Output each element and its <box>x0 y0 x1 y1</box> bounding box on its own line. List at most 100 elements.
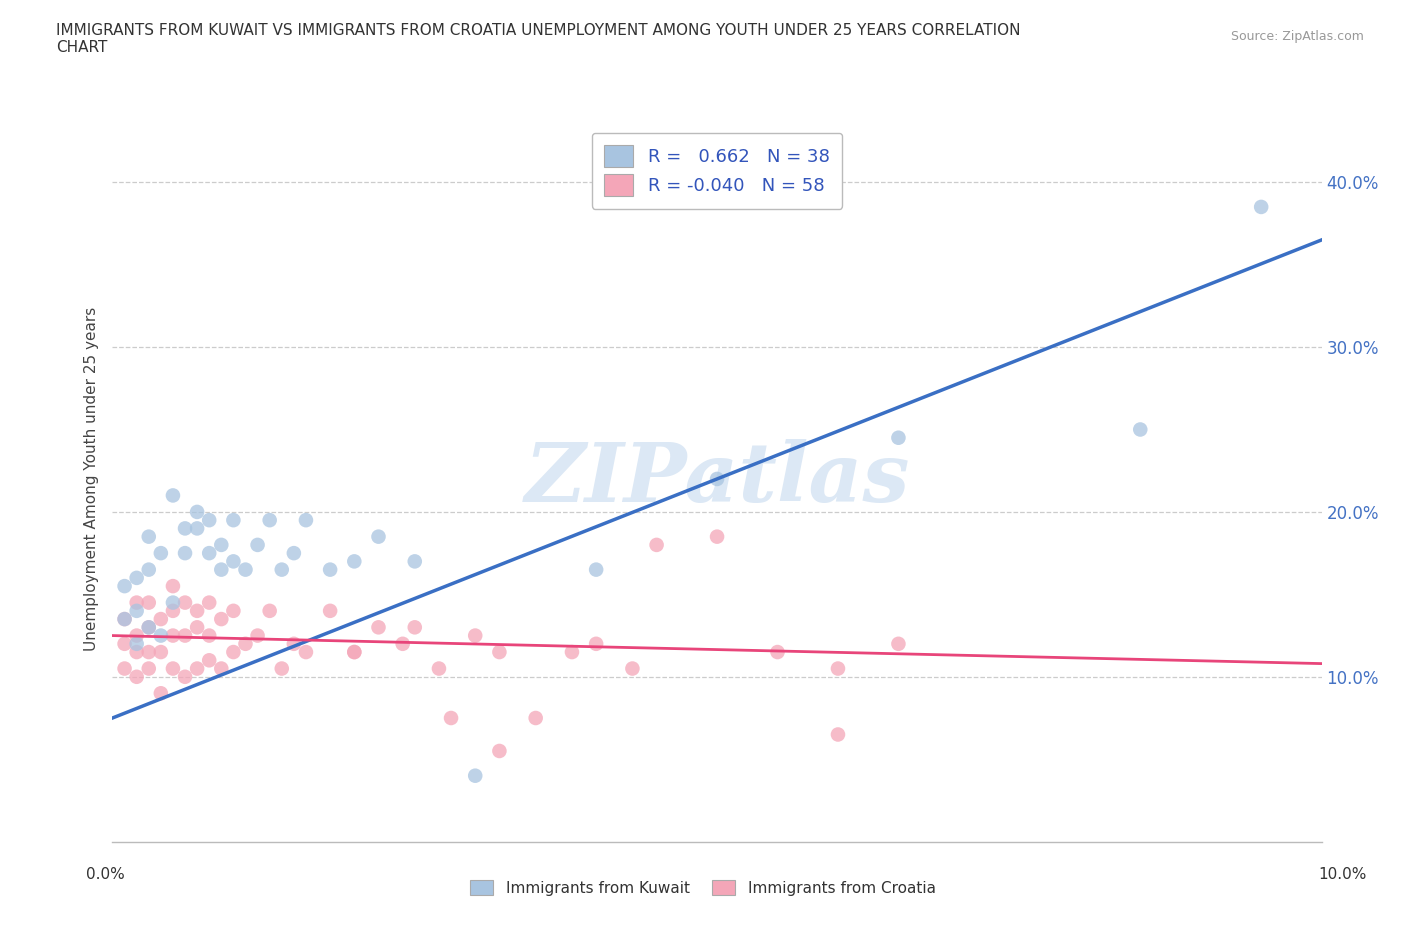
Point <box>114 612 136 627</box>
Point <box>222 604 245 618</box>
Point <box>524 711 547 725</box>
Point <box>162 488 184 503</box>
Point <box>343 644 366 659</box>
Legend: R =   0.662   N = 38, R = -0.040   N = 58: R = 0.662 N = 38, R = -0.040 N = 58 <box>592 133 842 209</box>
Point <box>125 595 148 610</box>
Point <box>114 661 136 676</box>
Point <box>186 661 208 676</box>
Point <box>827 661 849 676</box>
Point <box>138 595 160 610</box>
Point <box>149 685 172 700</box>
Point <box>138 661 160 676</box>
Point <box>125 604 148 618</box>
Point <box>186 604 208 618</box>
Point <box>162 661 184 676</box>
Point <box>186 504 208 519</box>
Y-axis label: Unemployment Among Youth under 25 years: Unemployment Among Youth under 25 years <box>83 307 98 651</box>
Point <box>222 512 245 527</box>
Text: IMMIGRANTS FROM KUWAIT VS IMMIGRANTS FROM CROATIA UNEMPLOYMENT AMONG YOUTH UNDER: IMMIGRANTS FROM KUWAIT VS IMMIGRANTS FRO… <box>56 23 1021 38</box>
Point <box>706 472 728 486</box>
Point <box>222 554 245 569</box>
Point <box>246 538 269 552</box>
Point <box>440 711 463 725</box>
Point <box>283 636 305 651</box>
Point <box>125 570 148 585</box>
Point <box>138 620 160 635</box>
Point <box>464 628 486 643</box>
Point <box>706 529 728 544</box>
Point <box>138 529 160 544</box>
Point <box>887 636 910 651</box>
Point <box>585 636 607 651</box>
Point <box>209 612 232 627</box>
Point <box>488 744 510 759</box>
Point <box>1250 200 1272 215</box>
Point <box>343 644 366 659</box>
Point <box>222 644 245 659</box>
Point <box>464 768 486 783</box>
Point <box>198 595 221 610</box>
Point <box>174 670 197 684</box>
Point <box>138 644 160 659</box>
Point <box>114 612 136 627</box>
Point <box>149 644 172 659</box>
Point <box>561 644 583 659</box>
Point <box>766 644 789 659</box>
Point <box>887 431 910 445</box>
Point <box>427 661 450 676</box>
Point <box>174 595 197 610</box>
Point <box>645 538 668 552</box>
Point <box>259 604 281 618</box>
Point <box>174 521 197 536</box>
Point <box>319 562 342 577</box>
Point <box>114 636 136 651</box>
Point <box>162 628 184 643</box>
Point <box>125 644 148 659</box>
Point <box>621 661 644 676</box>
Point <box>235 636 257 651</box>
Text: CHART: CHART <box>56 40 108 55</box>
Point <box>295 644 318 659</box>
Point <box>827 727 849 742</box>
Point <box>343 554 366 569</box>
Point <box>367 620 389 635</box>
Point <box>259 512 281 527</box>
Point <box>585 562 607 577</box>
Point <box>404 554 426 569</box>
Point <box>149 628 172 643</box>
Point <box>209 562 232 577</box>
Point <box>246 628 269 643</box>
Point <box>1129 422 1152 437</box>
Point <box>270 562 292 577</box>
Point <box>209 538 232 552</box>
Point <box>198 546 221 561</box>
Point <box>125 636 148 651</box>
Point <box>162 604 184 618</box>
Text: Source: ZipAtlas.com: Source: ZipAtlas.com <box>1230 30 1364 43</box>
Point <box>319 604 342 618</box>
Point <box>198 628 221 643</box>
Point <box>149 546 172 561</box>
Point <box>186 620 208 635</box>
Point <box>488 644 510 659</box>
Point <box>367 529 389 544</box>
Text: 10.0%: 10.0% <box>1319 867 1367 882</box>
Point <box>149 612 172 627</box>
Point <box>295 512 318 527</box>
Point <box>125 628 148 643</box>
Point <box>114 578 136 593</box>
Legend: Immigrants from Kuwait, Immigrants from Croatia: Immigrants from Kuwait, Immigrants from … <box>464 873 942 902</box>
Point <box>174 546 197 561</box>
Point <box>186 521 208 536</box>
Text: ZIPatlas: ZIPatlas <box>524 439 910 519</box>
Point <box>283 546 305 561</box>
Point <box>125 670 148 684</box>
Point <box>198 512 221 527</box>
Text: 0.0%: 0.0% <box>86 867 125 882</box>
Point <box>174 628 197 643</box>
Point <box>138 562 160 577</box>
Point <box>198 653 221 668</box>
Point <box>270 661 292 676</box>
Point <box>235 562 257 577</box>
Point <box>162 578 184 593</box>
